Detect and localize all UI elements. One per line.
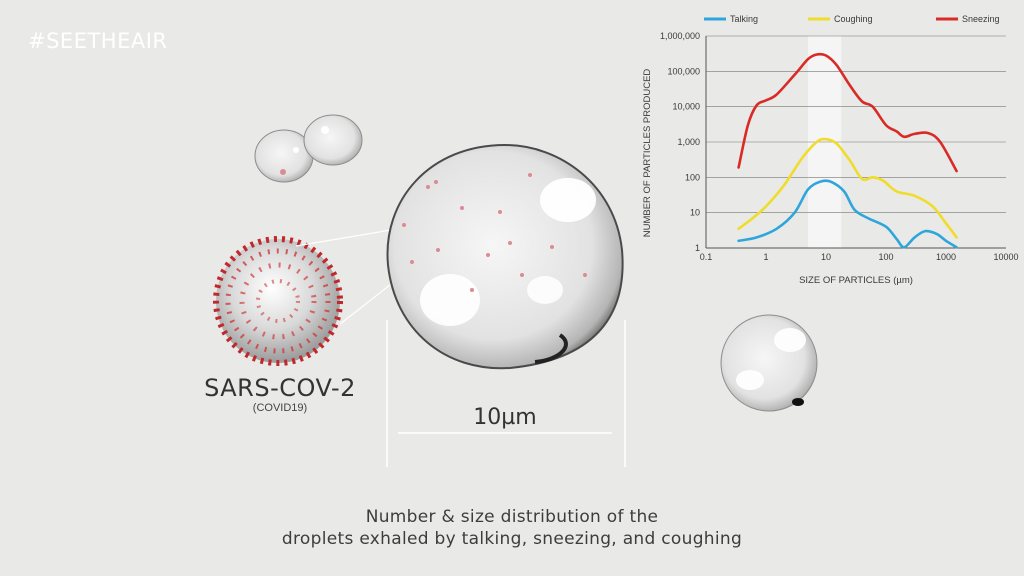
scale-bracket	[386, 320, 626, 467]
x-tick-label: 1000	[936, 252, 956, 262]
particle-size-chart: 0.1 1 10 100 1000 10000 1101001,00010,000100,…	[642, 14, 1019, 412]
legend-label-coughing: Coughing	[834, 14, 873, 24]
x-tick-label: 100	[878, 252, 893, 262]
virus-name-label: SARS-COV-2	[204, 374, 356, 402]
x-tick-label: 10000	[993, 252, 1018, 262]
legend: Talking Coughing Sneezing	[704, 14, 1000, 24]
y-tick-label: 1	[695, 243, 700, 253]
series-line-talking	[737, 179, 958, 249]
legend-label-talking: Talking	[730, 14, 758, 24]
caption-line-2: droplets exhaled by talking, sneezing, a…	[281, 529, 743, 549]
x-axis-title: SIZE OF PARTICLES (µm)	[799, 275, 913, 286]
droplet-illustration	[213, 114, 626, 467]
x-tick-label: 0.1	[700, 252, 713, 262]
small-droplet-pair	[254, 114, 363, 183]
series-line-sneezing	[737, 52, 958, 173]
caption-line-1: Number & size distribution of the	[365, 507, 659, 527]
scale-label: 10µm	[473, 405, 537, 430]
y-tick-label: 10	[690, 208, 700, 218]
x-tick-label: 1	[763, 252, 768, 262]
virus-particle	[213, 236, 343, 366]
y-tick-label: 1,000	[677, 137, 700, 147]
small-droplet-right	[720, 314, 818, 412]
y-tick-label: 1,000,000	[660, 31, 700, 41]
y-axis-title: NUMBER OF PARTICLES PRODUCED	[642, 69, 653, 238]
hashtag-text: #SEETHEAIR	[28, 29, 168, 53]
series-line-coughing	[737, 137, 958, 239]
y-tick-label: 100,000	[667, 66, 700, 76]
x-tick-labels: 0.1 1 10 100 1000 10000	[700, 252, 1019, 262]
virus-subtitle-label: (COVID19)	[252, 402, 308, 414]
y-tick-label: 10,000	[672, 102, 700, 112]
legend-label-sneezing: Sneezing	[962, 14, 1000, 24]
grid-lines	[706, 35, 1006, 213]
series-lines	[737, 52, 958, 249]
y-tick-labels: 1 10 100 1,000 10,000 100,000 1,000,000	[660, 31, 700, 253]
caption: Number & size distribution of the drople…	[212, 506, 812, 550]
x-tick-label: 10	[821, 252, 831, 262]
y-tick-label: 100	[685, 172, 700, 182]
large-droplet	[386, 143, 624, 370]
